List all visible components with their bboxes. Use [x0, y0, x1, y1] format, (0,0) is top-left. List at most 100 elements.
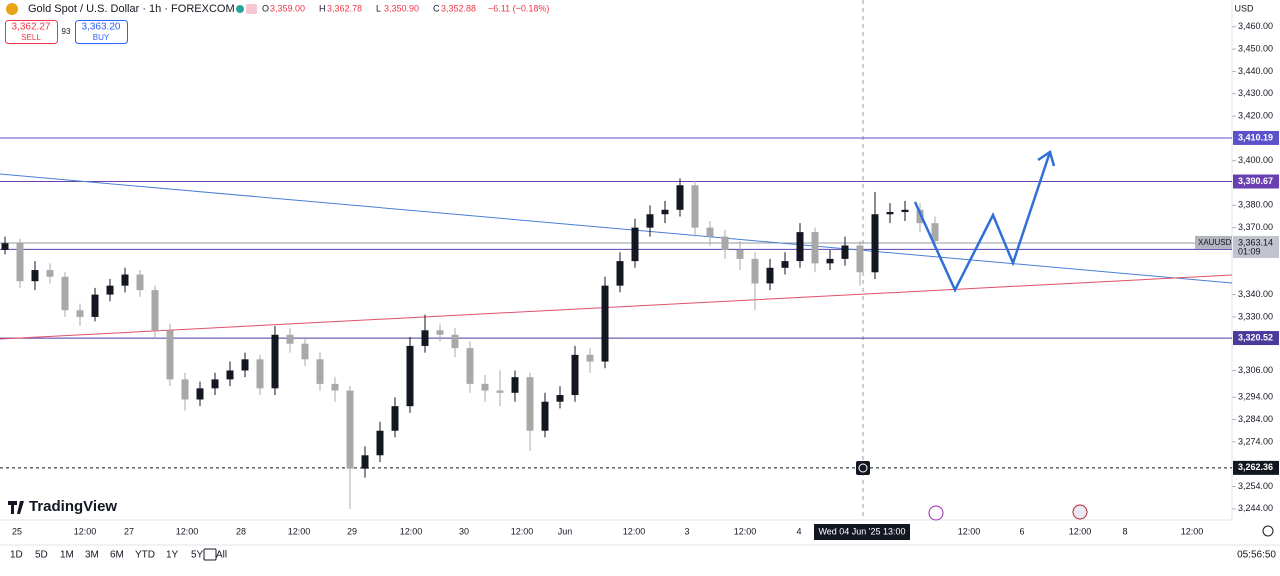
- y-tick-label: 3,440.00: [1238, 66, 1273, 76]
- candle-body: [541, 401, 549, 431]
- y-tick-label: 3,370.00: [1238, 222, 1273, 232]
- timeframe[interactable]: 5Y: [191, 550, 204, 561]
- flag-icon[interactable]: [1072, 504, 1088, 520]
- y-tick-label: 3,400.00: [1238, 155, 1273, 165]
- settings-icon[interactable]: [1262, 525, 1274, 537]
- symbol-icon: [6, 3, 18, 15]
- candle-body: [511, 377, 519, 393]
- timeframe[interactable]: 1M: [60, 550, 74, 561]
- candle-body: [556, 395, 564, 402]
- candle-body: [406, 345, 414, 407]
- trendline-red: [0, 274, 1233, 340]
- candle-body: [241, 359, 249, 371]
- x-tick-label: 6: [1019, 526, 1024, 536]
- candle-body: [226, 370, 234, 380]
- candle-body: [526, 377, 534, 431]
- candle-body: [61, 276, 69, 311]
- candle-body: [106, 285, 114, 295]
- candle-body: [16, 243, 24, 282]
- candle-body: [856, 245, 864, 273]
- candle-body: [286, 334, 294, 344]
- clock: 05:56:50: [1237, 550, 1276, 561]
- buy-button[interactable]: [75, 20, 128, 44]
- candle-body: [916, 209, 924, 224]
- candle-body: [76, 310, 84, 317]
- candle-body: [826, 258, 834, 264]
- last-price-bg: [1233, 235, 1279, 258]
- sell-button[interactable]: [5, 20, 58, 44]
- timeframe[interactable]: 3M: [85, 550, 99, 561]
- crosshair-label-bg: [814, 524, 910, 540]
- x-tick-label: Jun: [558, 526, 573, 536]
- y-tick-label: 3,254.00: [1238, 481, 1273, 491]
- timeframe[interactable]: YTD: [135, 550, 155, 561]
- level-label-bg: [1233, 174, 1279, 189]
- trendline-blue: [0, 173, 1233, 284]
- level-label: 3,262.36: [1238, 462, 1273, 472]
- ohlc-value: 3,359.00: [270, 3, 305, 13]
- y-tick-label: 3,380.00: [1238, 200, 1273, 210]
- candle-body: [766, 267, 774, 284]
- date-range-icon[interactable]: [203, 548, 217, 561]
- candle-body: [391, 406, 399, 431]
- market-status: [236, 5, 244, 13]
- candle-body: [121, 274, 129, 286]
- candle-body: [796, 232, 804, 262]
- crosshair-time: Wed 04 Jun '25 13:00: [818, 526, 905, 536]
- projection-path: [913, 151, 1052, 293]
- y-tick-label: 3,274.00: [1238, 436, 1273, 446]
- candle-body: [811, 232, 819, 264]
- add-button[interactable]: [856, 461, 870, 475]
- candle-body: [901, 209, 909, 213]
- level-label-bg: [1233, 130, 1279, 145]
- candle-body: [691, 185, 699, 228]
- x-tick-label: 12:00: [511, 526, 534, 536]
- event-icon[interactable]: [928, 505, 944, 521]
- buy-price: 3,363.20: [82, 22, 121, 33]
- candle-body: [211, 379, 219, 389]
- candle-body: [886, 212, 894, 215]
- candle-body: [871, 214, 879, 273]
- level-label-bg: [1233, 331, 1279, 346]
- candle-body: [256, 359, 264, 389]
- y-tick-label: 3,244.00: [1238, 503, 1273, 513]
- level-label: 3,320.52: [1238, 332, 1273, 342]
- x-tick-label: 12:00: [623, 526, 646, 536]
- candle-body: [31, 270, 39, 282]
- candles: [1, 178, 939, 509]
- y-tick-label: 3,430.00: [1238, 88, 1273, 98]
- candle-body: [781, 261, 789, 268]
- candle-body: [196, 388, 204, 400]
- sell-label: SELL: [21, 33, 41, 42]
- level-label: 3,390.67: [1238, 176, 1273, 186]
- timeframe[interactable]: 1Y: [166, 550, 179, 561]
- candle-body: [586, 354, 594, 362]
- ohlc-value: 3,350.90: [384, 3, 419, 13]
- y-tick-label: 3,306.00: [1238, 365, 1273, 375]
- candle-body: [736, 249, 744, 259]
- status-badge: [246, 4, 257, 14]
- candle-body: [751, 258, 759, 284]
- level-label-bg: [1233, 460, 1279, 475]
- candle-body: [631, 227, 639, 262]
- candle-body: [571, 354, 579, 396]
- candle-body: [676, 185, 684, 210]
- x-tick-label: 12:00: [74, 526, 97, 536]
- candle-body: [301, 343, 309, 360]
- ohlc-value: 3,362.78: [327, 3, 362, 13]
- timeframe[interactable]: 5D: [35, 550, 48, 561]
- timeframe[interactable]: 1D: [10, 550, 23, 561]
- candle-body: [1, 243, 9, 250]
- ohlc-key: H: [319, 3, 326, 13]
- y-tick-label: 3,294.00: [1238, 392, 1273, 402]
- projection-arrow: [1037, 150, 1056, 167]
- x-tick-label: 12:00: [958, 526, 981, 536]
- y-tick-label: 3,450.00: [1238, 43, 1273, 53]
- candle-body: [91, 294, 99, 317]
- y-tick-label: 3,460.00: [1238, 21, 1273, 31]
- x-tick-label: 12:00: [176, 526, 199, 536]
- timeframe[interactable]: 6M: [110, 550, 124, 561]
- candle-body: [151, 290, 159, 331]
- timeframe[interactable]: All: [216, 550, 227, 561]
- candle-body: [346, 390, 354, 469]
